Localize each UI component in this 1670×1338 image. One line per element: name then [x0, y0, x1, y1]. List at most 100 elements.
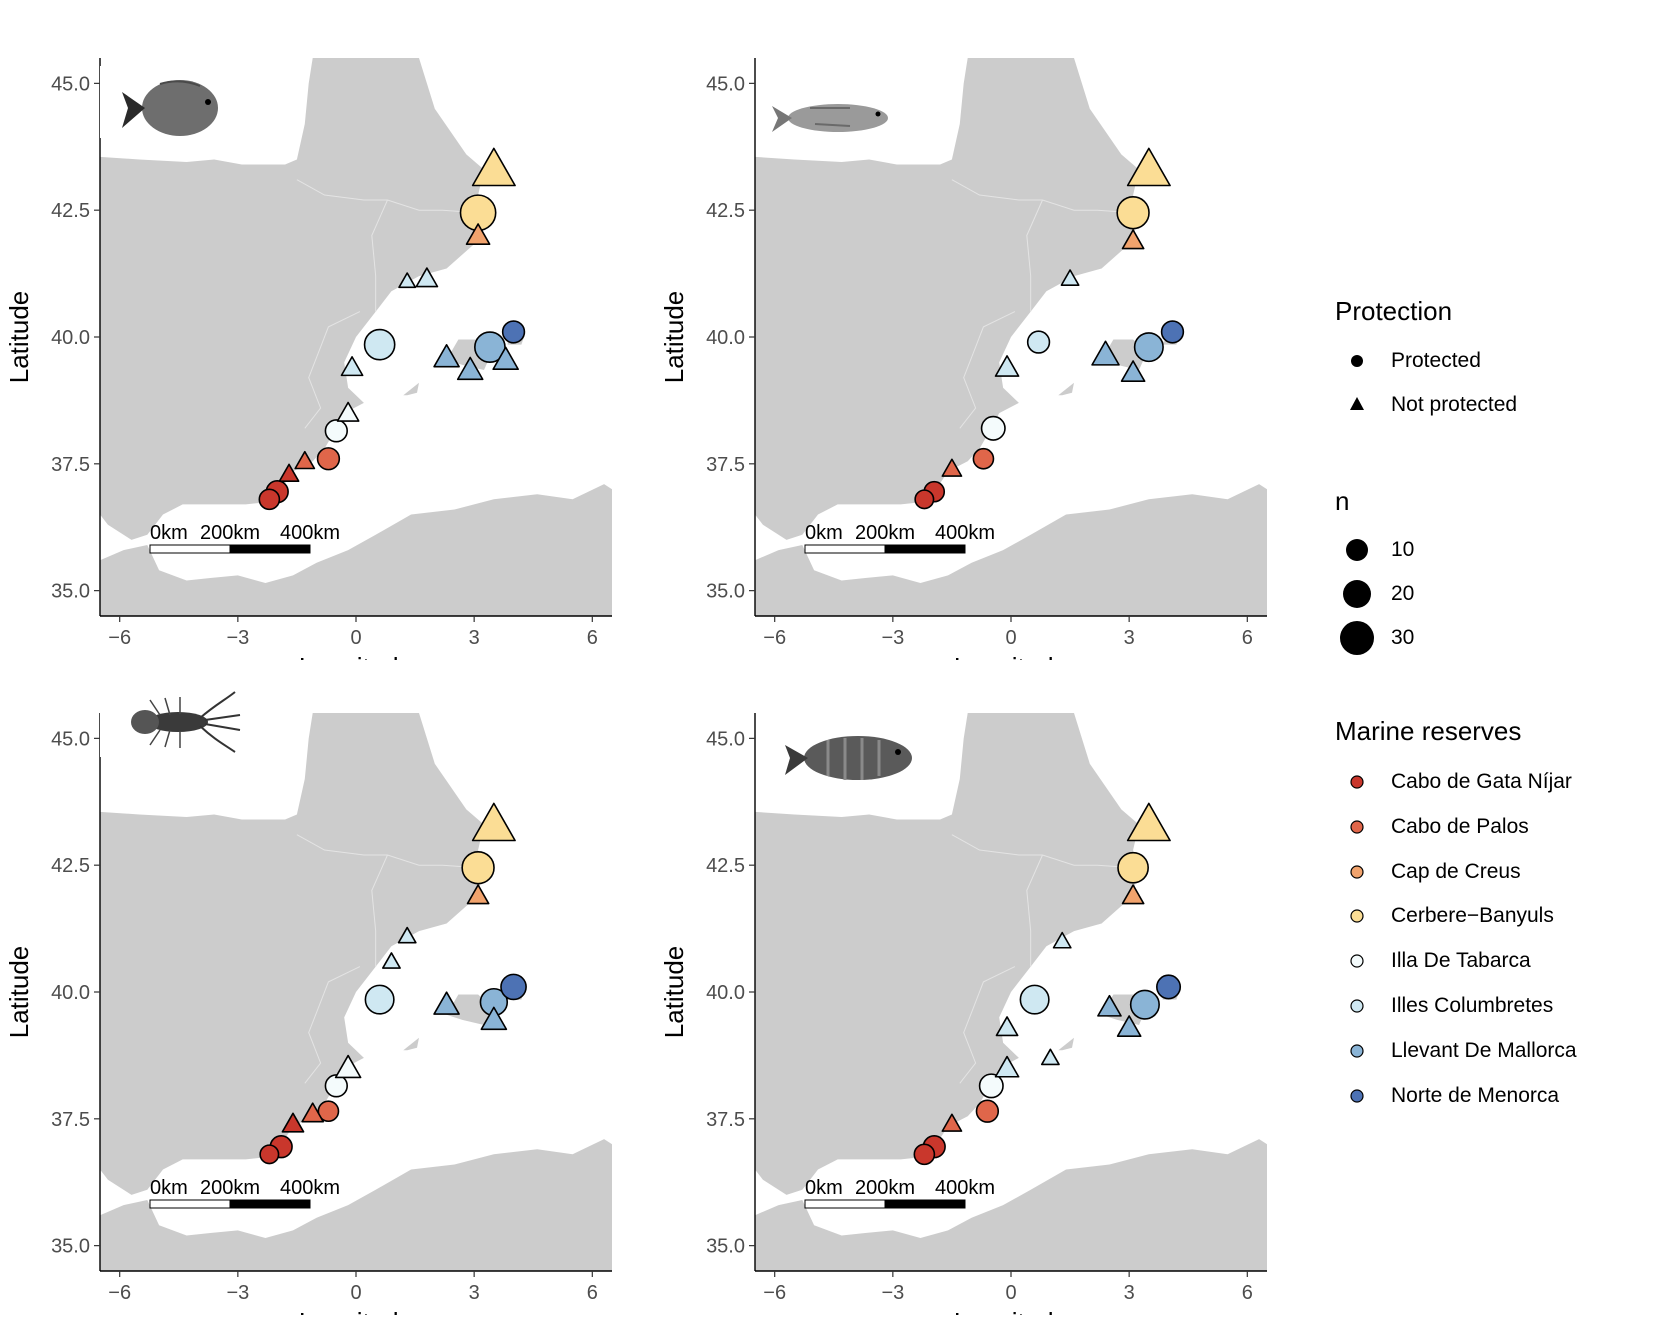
- point-not-protected: [381, 952, 401, 969]
- legend-label: 10: [1391, 538, 1415, 561]
- size-circle-icon: [1335, 621, 1379, 655]
- point-protected: [317, 1100, 340, 1123]
- scale-bar-black-segment: [884, 1199, 966, 1209]
- point-not-protected: [941, 458, 963, 477]
- point-protected: [461, 850, 495, 885]
- map-area: [100, 58, 612, 616]
- point-not-protected: [278, 463, 300, 482]
- y-axis-title: Latitude: [4, 946, 34, 1039]
- x-tick-label: 0: [1005, 1282, 1016, 1304]
- map-svg: 0km 200km 400km −6 −3 0 3 6 35.0 37.5 40.0 42.5 45.0…: [659, 713, 1267, 1315]
- iberia-landmass: [755, 58, 1139, 540]
- point-not-protected: [941, 1113, 963, 1132]
- legend-label: Protected: [1391, 349, 1481, 372]
- point-not-protected: [465, 223, 491, 246]
- map-svg: 0km 200km 400km −6 −3 0 3 6 35.0 37.5 40.0 42.5 45.0…: [659, 58, 1267, 660]
- point-protected: [364, 984, 395, 1015]
- point-protected: [913, 1143, 936, 1166]
- scale-bar: 0km 200km 400km: [804, 522, 995, 554]
- point-protected: [980, 415, 1006, 441]
- point-protected: [363, 328, 396, 361]
- x-tick-label: 6: [587, 627, 598, 649]
- border-line-2: [304, 311, 361, 429]
- map-area: [755, 713, 1267, 1271]
- point-not-protected: [1120, 360, 1146, 382]
- legend-title-protection: Protection: [1335, 296, 1453, 326]
- point-protected: [1160, 320, 1185, 344]
- point-not-protected: [336, 401, 360, 422]
- x-tick-label: 0: [350, 627, 361, 649]
- legend-item-reserve: Cap de Creus: [1335, 856, 1521, 888]
- x-tick-label: −6: [108, 627, 131, 649]
- point-not-protected: [433, 343, 460, 368]
- island-2: [403, 382, 419, 396]
- legend-item-size-20: 20: [1335, 578, 1414, 610]
- reserve-color-swatch-icon: [1335, 900, 1379, 932]
- point-protected: [1133, 332, 1164, 363]
- legend-label: Cabo de Gata Níjar: [1391, 770, 1572, 793]
- reserve-color-swatch-icon: [1335, 945, 1379, 977]
- point-not-protected: [433, 991, 460, 1015]
- legend-title-reserves: Marine reserves: [1335, 716, 1522, 746]
- scale-bar-label: 400km: [280, 522, 340, 544]
- x-tick-label: −3: [881, 1282, 904, 1304]
- point-protected: [1026, 330, 1051, 354]
- x-tick-label: 3: [1124, 1282, 1135, 1304]
- point-not-protected: [1126, 802, 1171, 842]
- legend-item-protected: Protected: [1335, 345, 1481, 377]
- point-not-protected: [1126, 147, 1171, 187]
- scale-bar: 0km 200km 400km: [149, 1177, 340, 1209]
- scale-bar-label: 200km: [200, 1177, 260, 1199]
- point-protected: [324, 419, 348, 443]
- point-protected: [975, 1099, 1000, 1123]
- legend-label: Cabo de Palos: [1391, 814, 1529, 838]
- scale-bar-white-segment: [804, 1199, 886, 1209]
- border-line-1: [371, 199, 388, 312]
- circle-symbol-icon: [1335, 345, 1379, 377]
- scale-bar-label: 0km: [150, 522, 188, 544]
- point-not-protected: [1121, 884, 1145, 905]
- point-protected: [1116, 195, 1150, 230]
- y-axis-title: Latitude: [659, 946, 689, 1039]
- point-protected: [1019, 984, 1050, 1015]
- iberia-landmass: [100, 713, 484, 1195]
- legend-label: Cerbere−Banyuls: [1391, 904, 1554, 928]
- point-protected: [1117, 851, 1149, 884]
- map-area: [755, 58, 1267, 616]
- x-tick-label: −3: [881, 627, 904, 649]
- triangle-symbol-icon: [1335, 389, 1379, 421]
- x-tick-label: 6: [587, 1282, 598, 1304]
- legend-item-reserve: Llevant De Mallorca: [1335, 1035, 1577, 1067]
- y-tick-label: 45.0: [706, 728, 745, 750]
- map-area: [100, 713, 612, 1271]
- x-tick-label: 6: [1242, 1282, 1253, 1304]
- point-protected: [978, 1073, 1004, 1099]
- point-not-protected: [1052, 931, 1072, 949]
- scale-bar-white-segment: [149, 544, 231, 554]
- point-not-protected: [480, 1006, 508, 1031]
- scale-bar-label: 0km: [805, 522, 843, 544]
- point-not-protected: [995, 1016, 1019, 1037]
- x-tick-label: −6: [763, 1282, 786, 1304]
- y-tick-label: 35.0: [706, 581, 745, 603]
- africa-landmass: [755, 1139, 1267, 1271]
- saddled-seabream-fish-icon: [100, 66, 240, 138]
- x-axis-title: Longitude: [954, 652, 1068, 660]
- x-axis-title: Longitude: [299, 1307, 413, 1315]
- point-not-protected: [471, 147, 516, 187]
- point-not-protected: [492, 346, 519, 371]
- legend-title-size: n: [1335, 486, 1350, 516]
- scale-bar-white-segment: [149, 1199, 231, 1209]
- point-not-protected: [398, 272, 417, 289]
- legend-label: Illa De Tabarca: [1391, 949, 1531, 973]
- point-protected: [914, 489, 935, 510]
- legend-label: Norte de Menorca: [1391, 1083, 1560, 1107]
- point-not-protected: [301, 1102, 325, 1123]
- scale-bar-label: 400km: [280, 1177, 340, 1199]
- scale-bar: 0km 200km 400km: [804, 1177, 995, 1209]
- y-tick-label: 40.0: [706, 982, 745, 1004]
- legend: Protection Protected Not protected n 10 20…: [1335, 0, 1665, 1338]
- point-not-protected: [1040, 1048, 1060, 1066]
- y-axis-title: Latitude: [4, 291, 34, 384]
- point-protected: [258, 488, 281, 511]
